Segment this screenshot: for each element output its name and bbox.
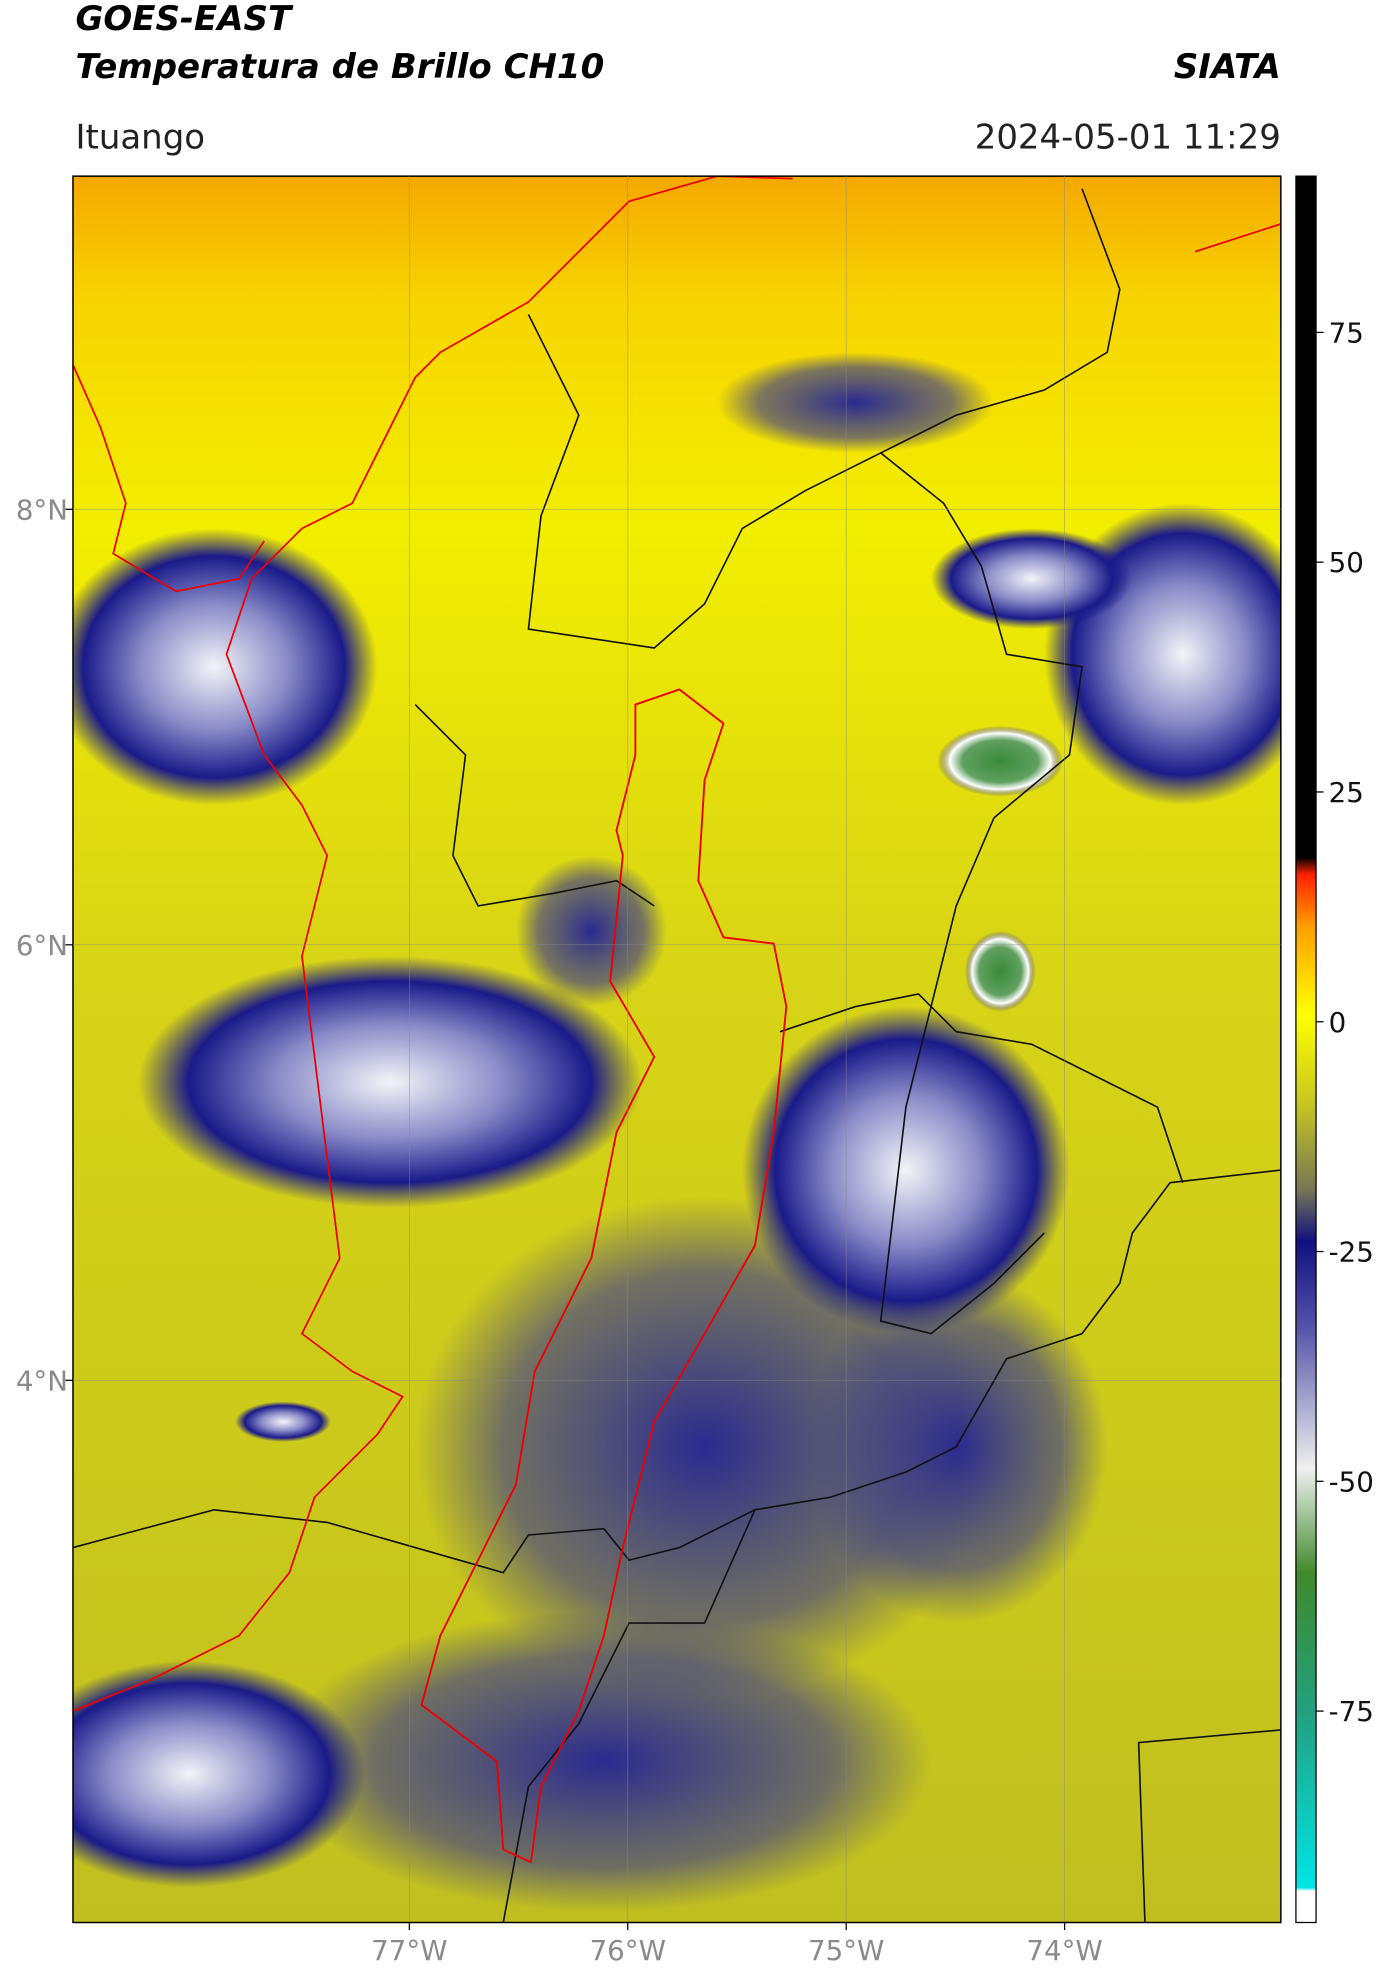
y-tick-label: 8°N: [16, 493, 68, 526]
cloud: [742, 1006, 1070, 1334]
colorbar-tick-label: 25: [1329, 776, 1364, 809]
y-tick-label: 6°N: [16, 929, 68, 962]
colorbar: [1295, 175, 1317, 1924]
cloud: [72, 528, 378, 806]
border: [414, 704, 655, 907]
colorbar-tick-label: -25: [1329, 1236, 1374, 1269]
timestamp: 2024-05-01 11:29: [975, 117, 1281, 157]
cloud: [72, 1660, 365, 1888]
region-outline: [420, 688, 788, 1864]
border: [1137, 1729, 1281, 1923]
cloud: [931, 528, 1133, 630]
cloud: [138, 956, 642, 1208]
source: SIATA: [1174, 47, 1281, 87]
cloud: [515, 855, 667, 1007]
colorbar-tick-label: 75: [1329, 316, 1364, 349]
coastline: [1194, 223, 1281, 253]
coastline: [72, 364, 265, 593]
x-tick-label: 76°W: [590, 1934, 666, 1967]
border: [779, 993, 1184, 1183]
x-tick-label: 75°W: [808, 1934, 884, 1967]
colorbar-tick-label: 0: [1329, 1006, 1347, 1039]
cold-top: [937, 725, 1064, 797]
colorbar-tick-label: -75: [1329, 1695, 1374, 1728]
x-tick-label: 74°W: [1026, 1934, 1102, 1967]
x-tick-label: 77°W: [371, 1934, 447, 1967]
region: Ituango: [75, 117, 205, 157]
cloud: [276, 1610, 932, 1913]
y-tick-label: 4°N: [16, 1364, 68, 1397]
subtitle: Temperatura de Brillo CH10: [75, 47, 604, 87]
map-image: [72, 176, 1281, 1923]
coastline: [72, 176, 793, 1712]
title: GOES-EAST: [75, 0, 293, 39]
border: [879, 452, 1083, 1335]
cold-top: [965, 931, 1036, 1012]
border: [502, 1509, 756, 1923]
colorbar-tick-label: -50: [1329, 1465, 1374, 1498]
cloud: [717, 352, 994, 453]
colorbar-tick-label: 50: [1329, 546, 1364, 579]
map-frame: [72, 175, 1282, 1924]
cloud: [235, 1401, 331, 1442]
